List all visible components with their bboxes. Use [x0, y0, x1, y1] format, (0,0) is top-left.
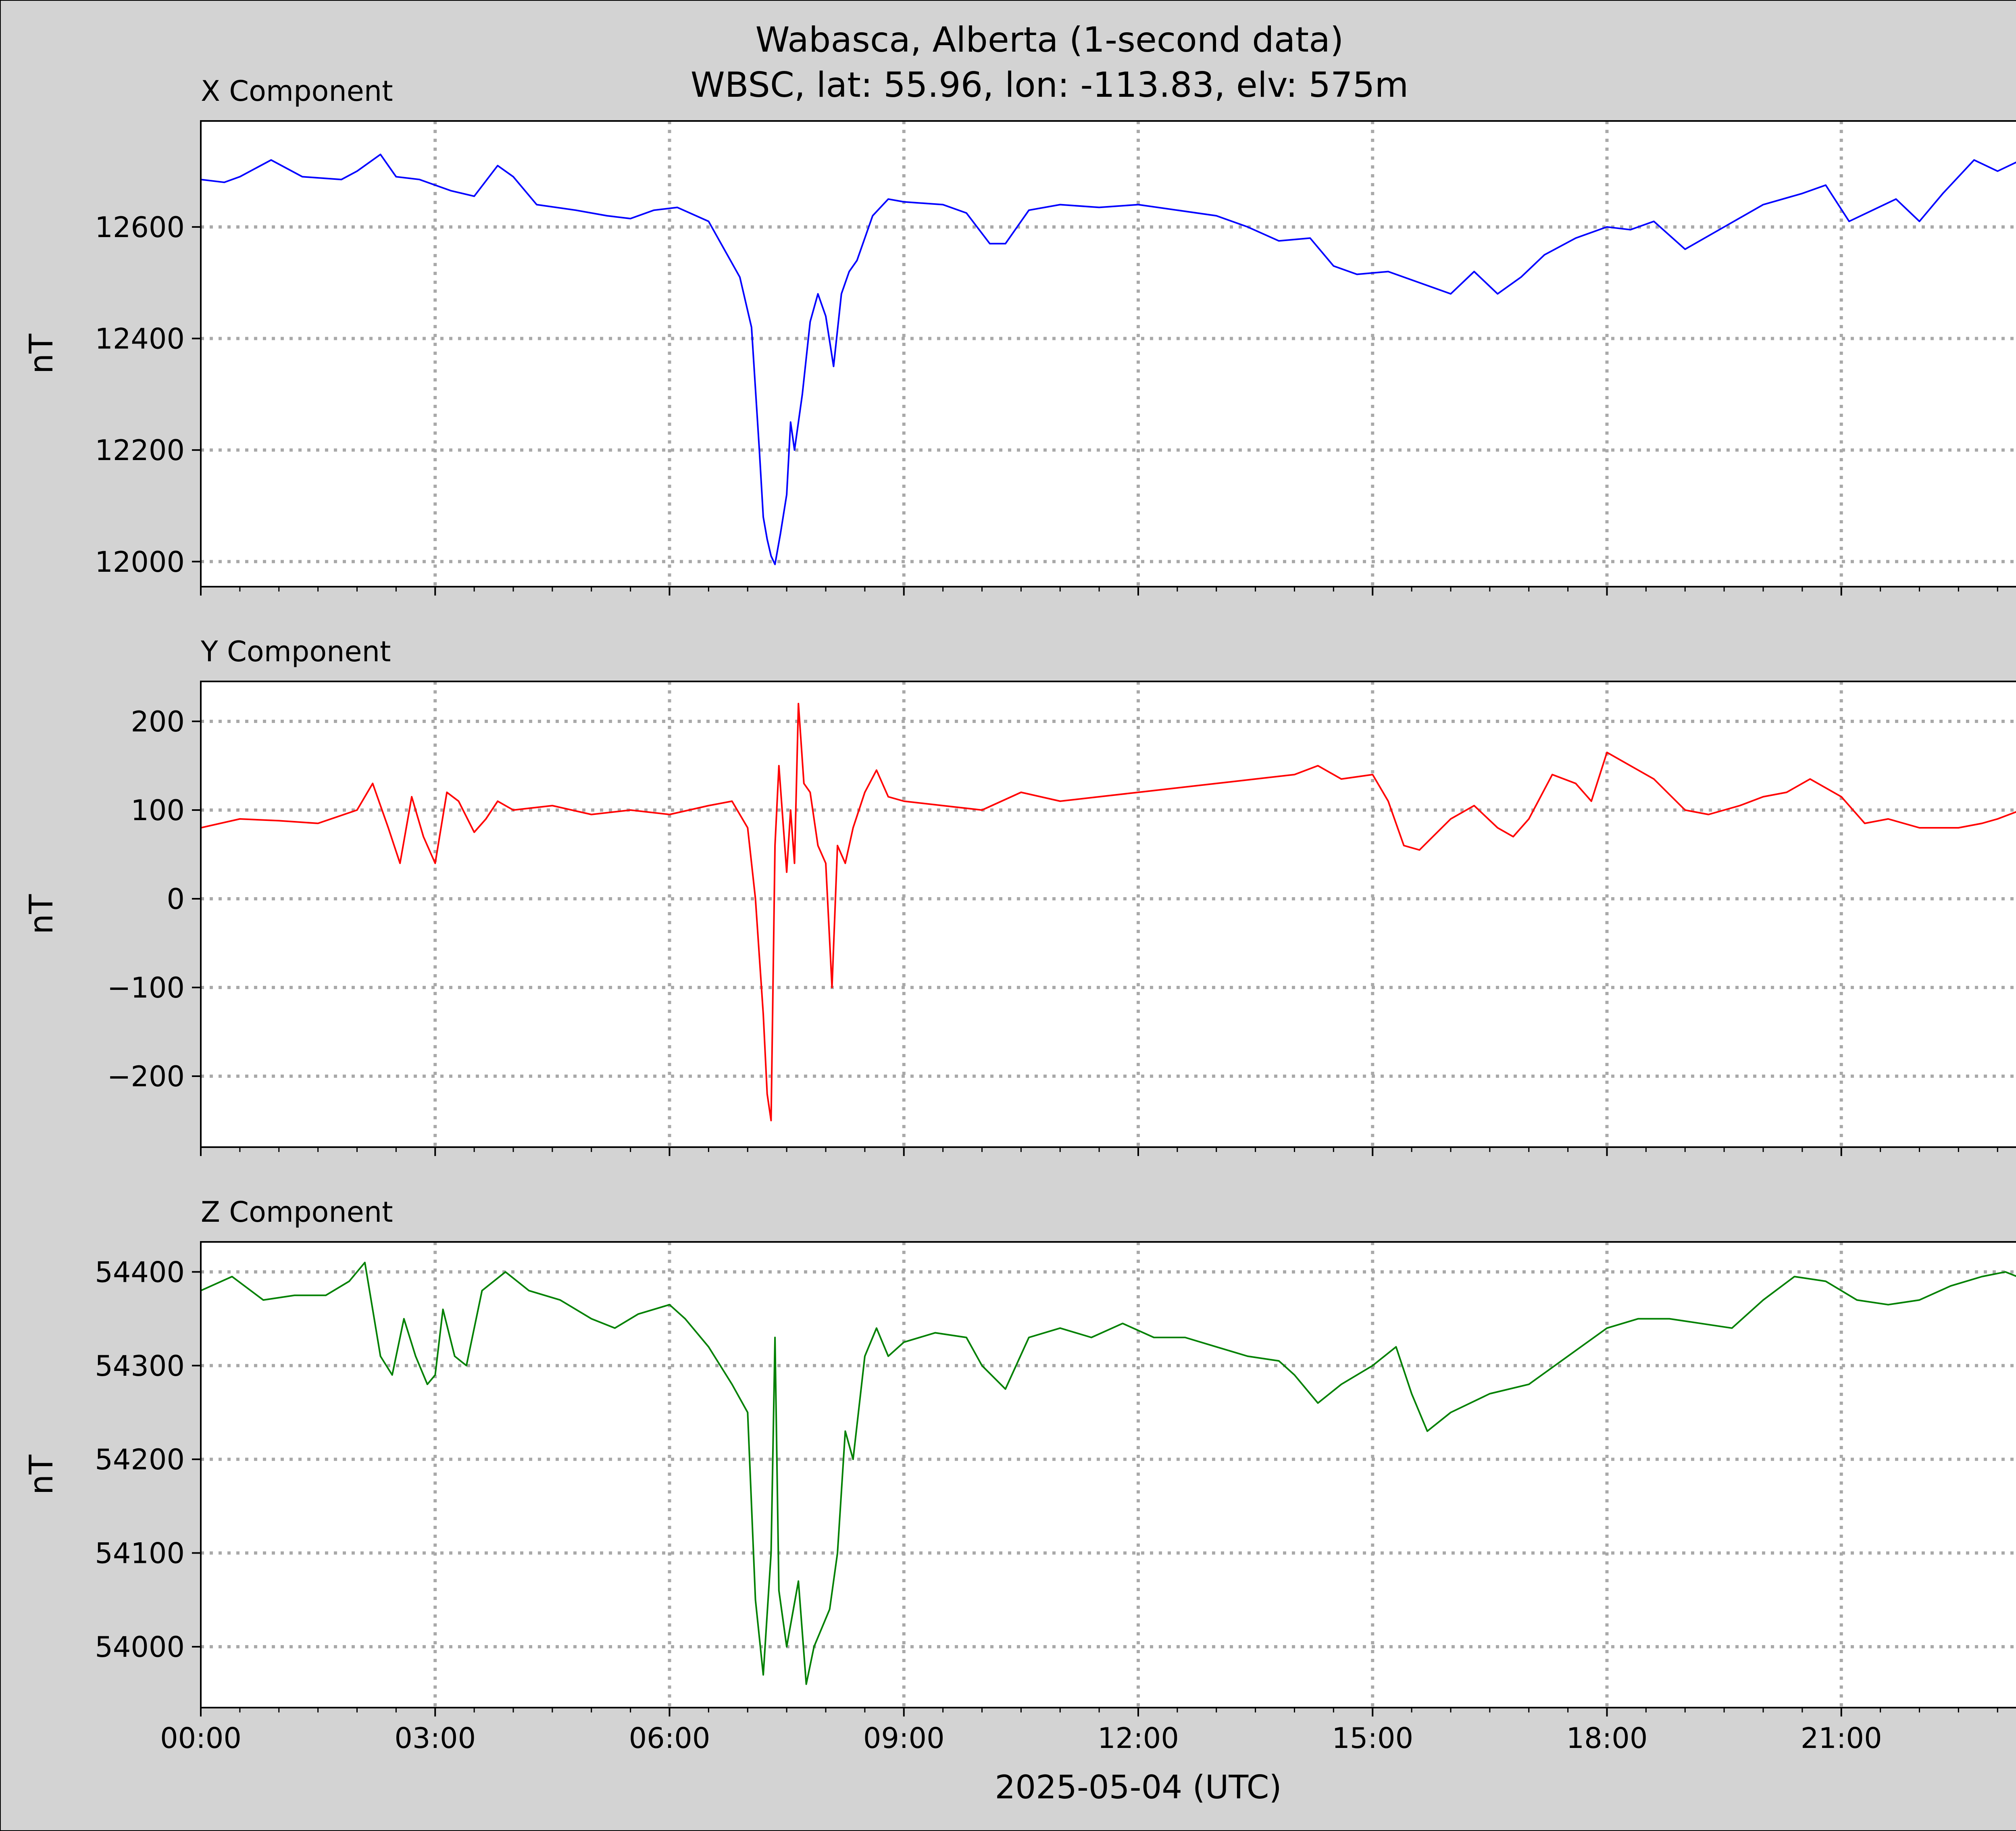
y-tick-label: −100 — [107, 971, 185, 1004]
panel-x-component: 12000 12200 12400 12600 X Component nT — [23, 75, 2016, 596]
y-tick-label: −200 — [107, 1060, 185, 1093]
y-tick-label: 12200 — [95, 434, 185, 467]
plot-area — [201, 1242, 2016, 1708]
x-tick-label: 06:00 — [629, 1722, 710, 1755]
x-axis-label: 2025-05-04 (UTC) — [995, 1769, 1281, 1806]
x-tick-label: 15:00 — [1332, 1722, 1413, 1755]
y-axis-label: nT — [23, 894, 60, 935]
y-tick-label: 100 — [131, 794, 185, 827]
x-tick-label: 00:00 — [160, 1722, 242, 1755]
chart-title: Wabasca, Alberta (1-second data) — [756, 20, 1344, 60]
y-tick-label: 0 — [167, 883, 185, 916]
y-axis-label: nT — [23, 1454, 60, 1495]
panel-label: Y Component — [200, 635, 391, 668]
y-tick-label: 54300 — [95, 1350, 185, 1383]
y-tick-label: 12400 — [95, 322, 185, 355]
plot-area — [201, 681, 2016, 1147]
panel-label: Z Component — [201, 1196, 393, 1229]
plot-frame — [200, 681, 2016, 1148]
y-tick-label: 54000 — [95, 1631, 185, 1664]
series-line — [200, 1262, 2016, 1685]
x-tick-label: 12:00 — [1098, 1722, 1179, 1755]
x-tick-label: 03:00 — [394, 1722, 476, 1755]
y-tick-label: 200 — [131, 705, 185, 738]
y-tick-label: 54100 — [95, 1537, 185, 1570]
plot-frame — [200, 120, 2016, 587]
chart-subtitle: WBSC, lat: 55.96, lon: -113.83, elv: 575… — [691, 65, 1409, 105]
y-tick-label: 12000 — [95, 546, 185, 579]
series-line — [200, 154, 2016, 565]
x-axis-tick-labels: 00:00 03:00 06:00 09:00 12:00 15:00 18:00 21:00 — [160, 1722, 1882, 1755]
y-axis-label: nT — [23, 333, 60, 374]
x-tick-label: 21:00 — [1801, 1722, 1882, 1755]
x-tick-label: 18:00 — [1566, 1722, 1648, 1755]
y-tick-label: 12600 — [95, 211, 185, 244]
panel-label: X Component — [201, 75, 393, 108]
x-tick-label: 09:00 — [863, 1722, 945, 1755]
panel-y-component: −200 −100 0 100 200 Y Component nT — [23, 635, 2016, 1156]
y-tick-label: 54400 — [95, 1256, 185, 1289]
y-tick-label: 54200 — [95, 1443, 185, 1476]
panel-z-component: 54000 54100 54200 54300 54400 Z Component nT — [23, 1196, 2016, 1716]
plot-frame — [200, 1241, 2016, 1708]
plot-area — [201, 121, 2016, 587]
series-line — [200, 703, 2016, 1121]
